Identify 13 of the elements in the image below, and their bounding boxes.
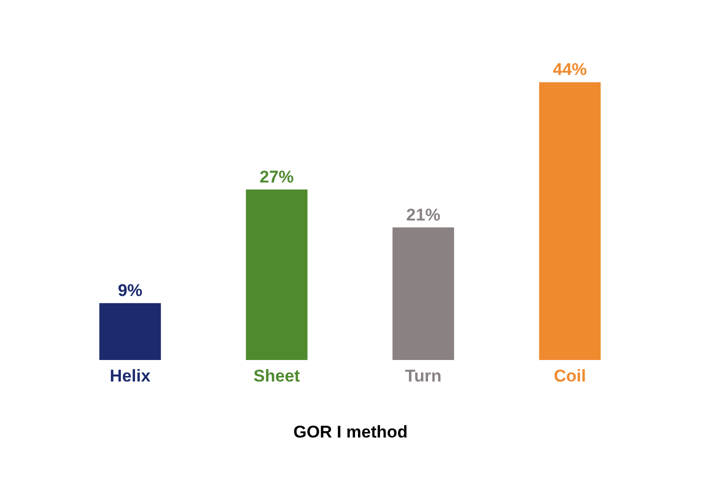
bar	[539, 82, 601, 360]
data-label: 21%	[406, 205, 440, 224]
bar	[246, 190, 308, 360]
bar	[99, 303, 161, 360]
x-tick-label: Helix	[110, 366, 151, 386]
x-tick-label: Coil	[554, 366, 586, 386]
x-tick-label: Sheet	[254, 366, 300, 386]
bar	[392, 227, 454, 360]
x-axis-title: GOR I method	[293, 422, 408, 442]
data-label: 27%	[260, 168, 294, 187]
x-tick-label: Turn	[405, 366, 442, 386]
data-label: 9%	[118, 281, 142, 300]
data-label: 44%	[552, 60, 587, 80]
